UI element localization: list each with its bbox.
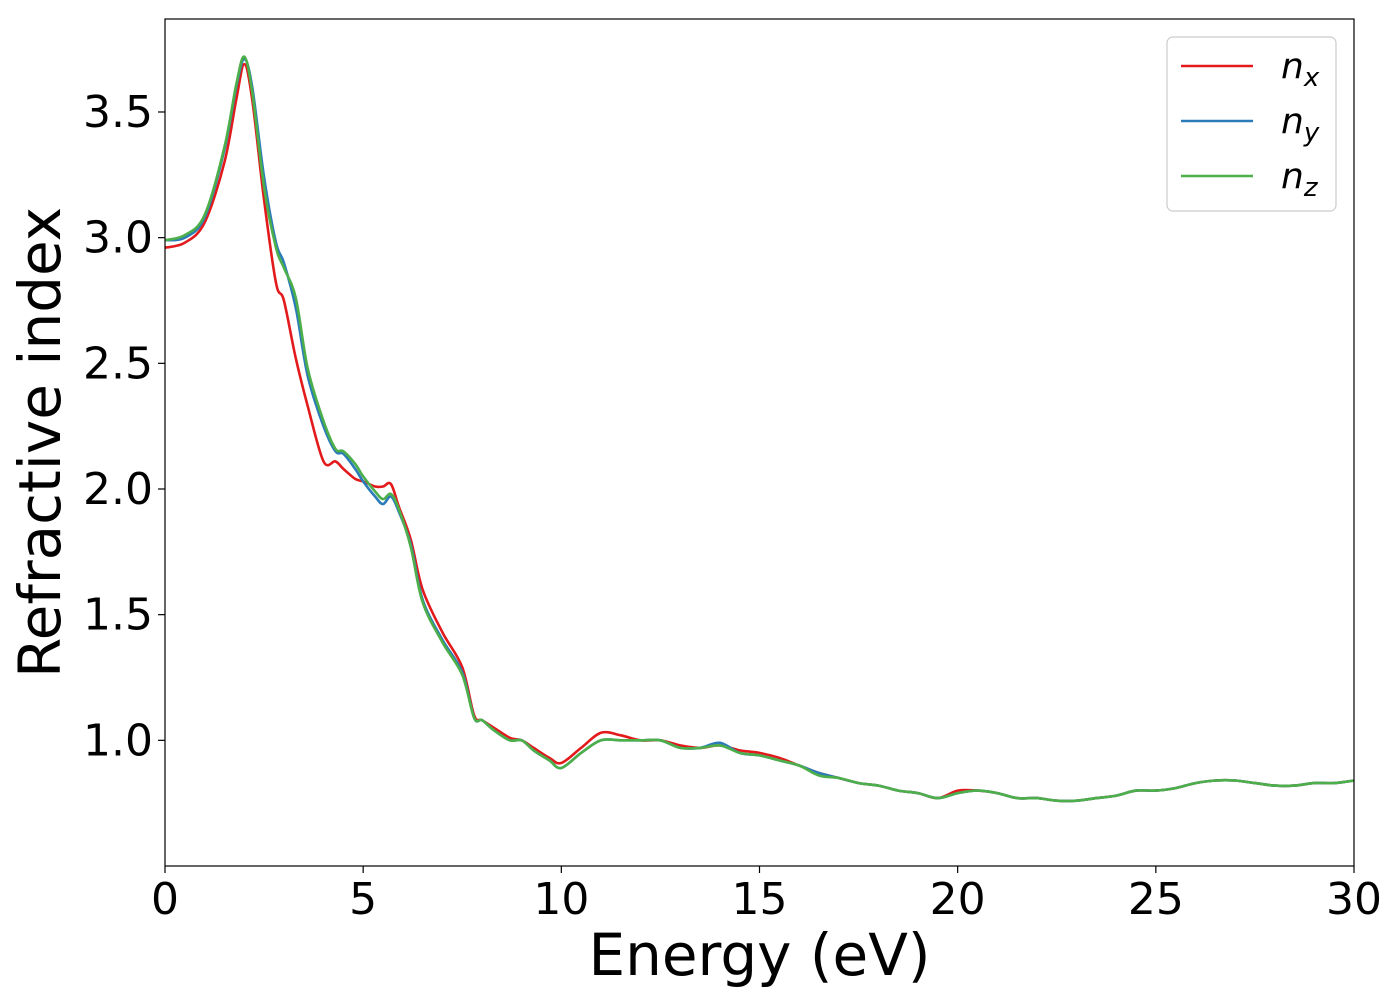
y-tick-label: 3.5 [83,87,153,138]
x-tick-label: 10 [533,874,589,925]
y-axis-title: Refractive index [6,207,74,678]
series-line-nz [165,55,1354,803]
x-axis-title: Energy (eV) [588,921,930,989]
legend-label-ny: ny [1281,101,1320,148]
x-tick-label: 20 [930,874,986,925]
x-tick-label: 0 [151,874,179,925]
legend-label-nx: nx [1281,46,1320,93]
y-tick-label: 1.5 [83,590,153,641]
x-tick-label: 25 [1128,874,1184,925]
x-tick-label: 30 [1326,874,1382,925]
y-tick-label: 3.0 [83,213,153,264]
x-tick-label: 5 [349,874,377,925]
legend: nx ny nz [1166,36,1337,212]
y-tick-label: 2.5 [83,338,153,389]
legend-box [1166,36,1337,212]
series-layer [165,55,1354,803]
ticks-layer: 0 5 10 15 20 25 30 1.0 1.5 2.0 2.5 3.0 3.5 [83,87,1382,925]
legend-label-nz: nz [1281,156,1319,203]
x-tick-label: 15 [732,874,788,925]
y-tick-label: 1.0 [83,715,153,766]
y-tick-label: 2.0 [83,464,153,515]
